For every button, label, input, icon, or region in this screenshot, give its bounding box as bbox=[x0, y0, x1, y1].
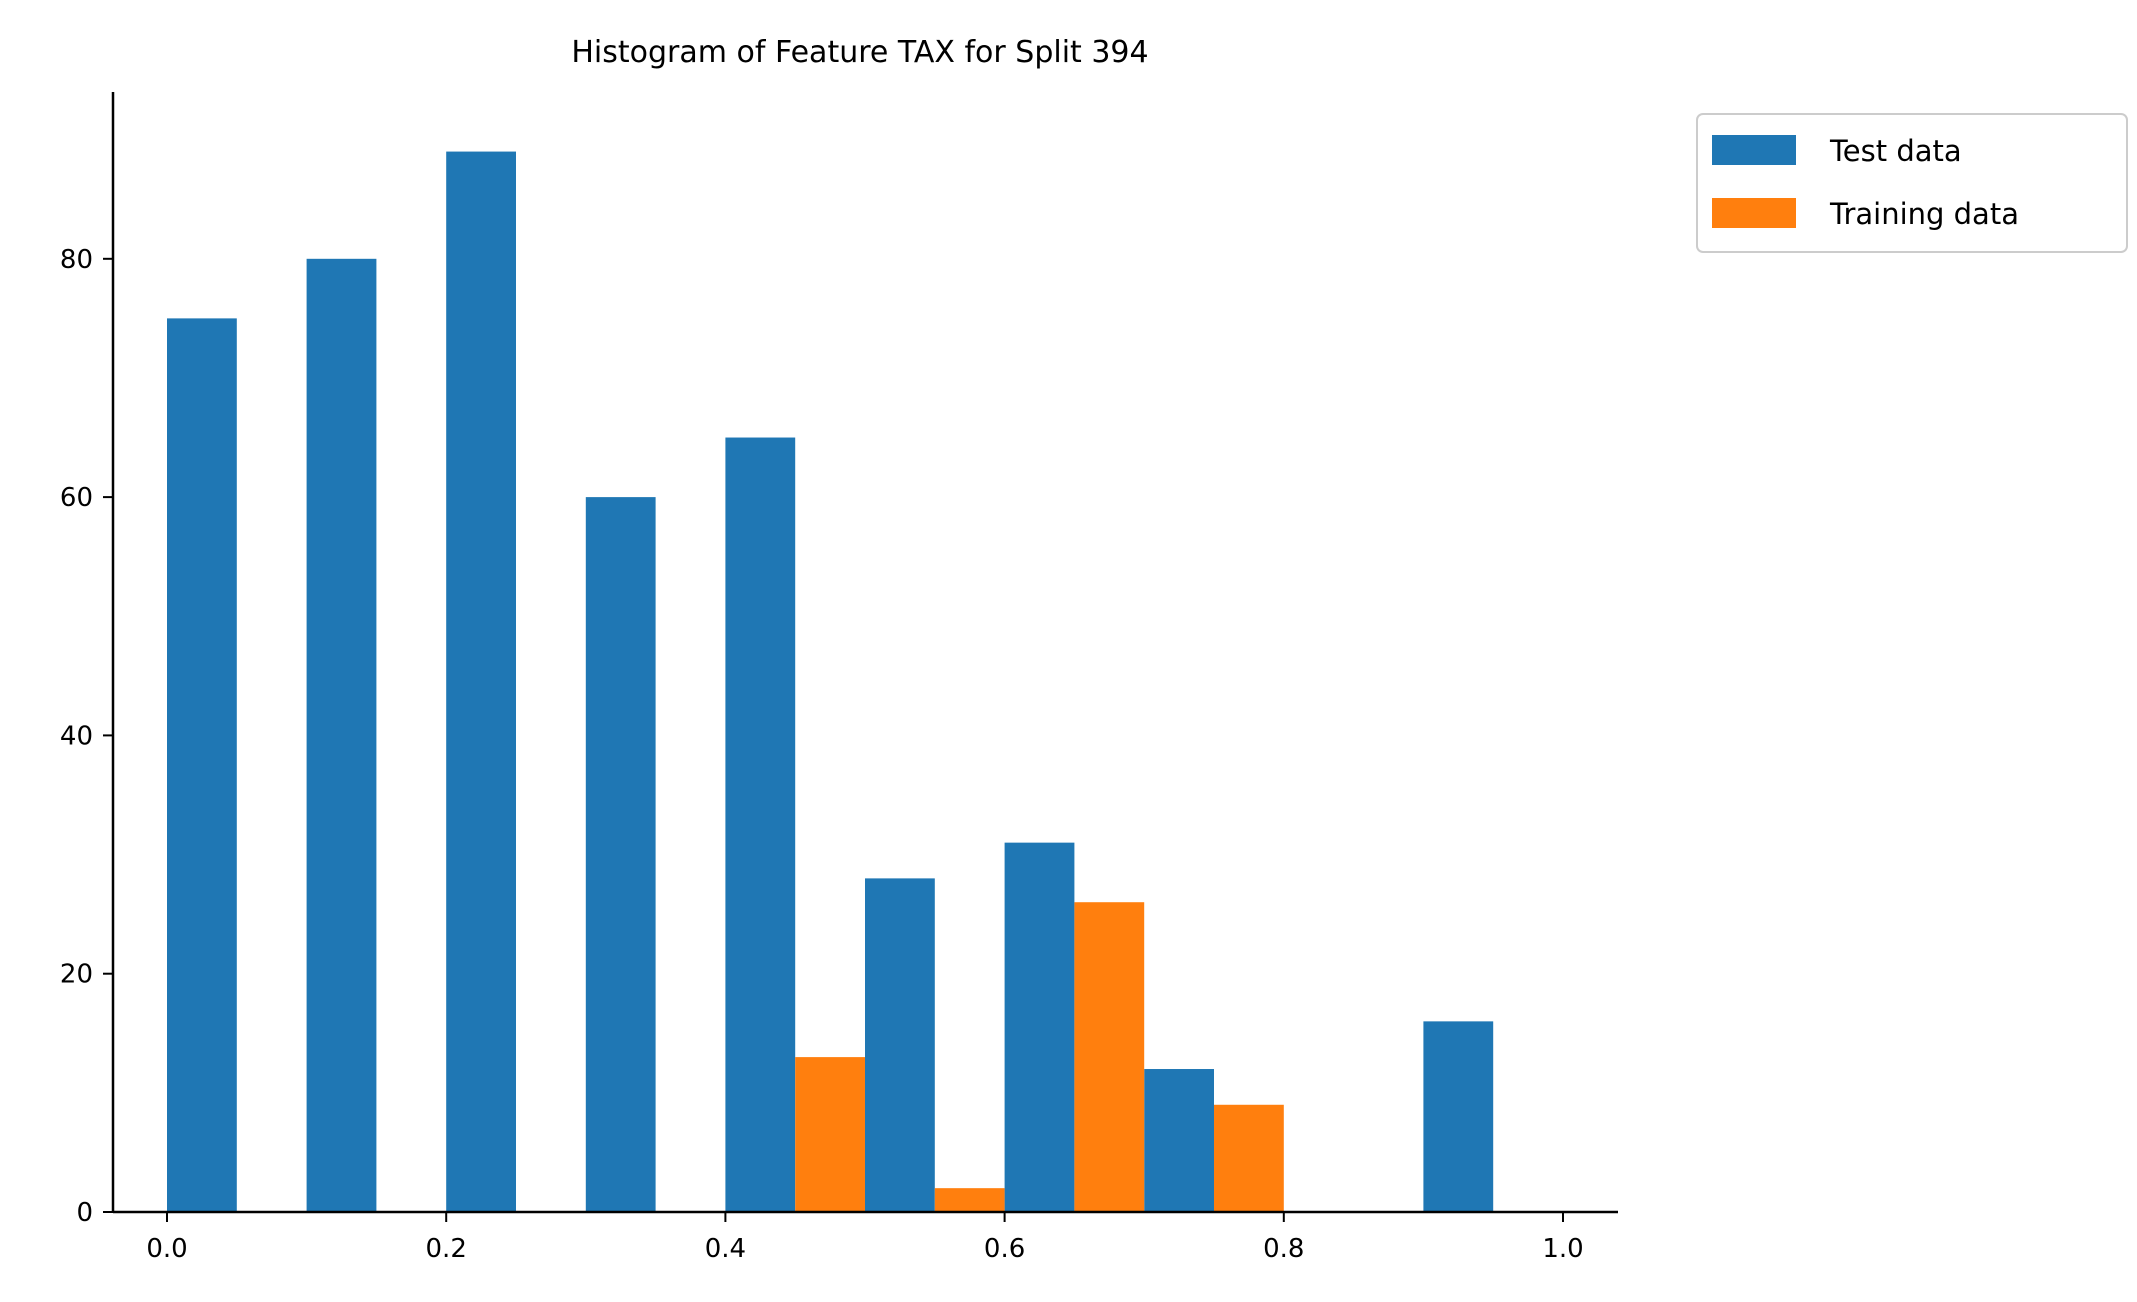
bar-test-data-bin-9 bbox=[1423, 1021, 1494, 1212]
bar-test-data-bin-7 bbox=[1144, 1069, 1214, 1212]
y-axis-ticks: 0 20 40 60 80 bbox=[60, 245, 113, 1228]
y-tick-label: 40 bbox=[60, 721, 93, 751]
bar-training-data-bin-4 bbox=[795, 1057, 865, 1212]
bar-training-data-bin-6 bbox=[1074, 902, 1145, 1212]
x-tick-label: 0.6 bbox=[984, 1234, 1025, 1264]
bar-training-data-bin-5 bbox=[934, 1188, 1005, 1212]
y-tick-label: 80 bbox=[60, 245, 93, 275]
x-tick-label: 1.0 bbox=[1542, 1234, 1583, 1264]
bar-training-data-bin-7 bbox=[1214, 1104, 1284, 1212]
x-tick-label: 0.8 bbox=[1263, 1234, 1304, 1264]
legend-frame bbox=[1696, 113, 2128, 253]
bar-test-data-bin-6 bbox=[1004, 842, 1075, 1212]
x-tick-label: 0.2 bbox=[426, 1234, 467, 1264]
x-tick-label: 0.4 bbox=[705, 1234, 746, 1264]
bar-test-data-bin-3 bbox=[585, 497, 656, 1212]
legend-swatch-test-data bbox=[1712, 135, 1796, 165]
legend: Test data Training data bbox=[1696, 113, 2128, 253]
bar-test-data-bin-1 bbox=[306, 258, 377, 1212]
y-tick-label: 0 bbox=[76, 1198, 93, 1228]
x-axis-ticks: 0.0 0.2 0.4 0.6 0.8 1.0 bbox=[146, 1212, 1584, 1264]
legend-label-test-data: Test data bbox=[1829, 134, 1962, 168]
bars-group bbox=[167, 151, 1494, 1212]
y-tick-label: 60 bbox=[60, 483, 93, 513]
chart-title: Histogram of Feature TAX for Split 394 bbox=[571, 35, 1148, 70]
y-tick-label: 20 bbox=[60, 960, 93, 990]
bar-test-data-bin-2 bbox=[446, 151, 516, 1212]
bar-test-data-bin-0 bbox=[167, 318, 237, 1212]
legend-label-training-data: Training data bbox=[1829, 197, 2019, 231]
legend-swatch-training-data bbox=[1712, 198, 1796, 228]
bar-test-data-bin-4 bbox=[725, 437, 796, 1212]
bar-test-data-bin-5 bbox=[865, 878, 935, 1212]
x-tick-label: 0.0 bbox=[146, 1234, 187, 1264]
